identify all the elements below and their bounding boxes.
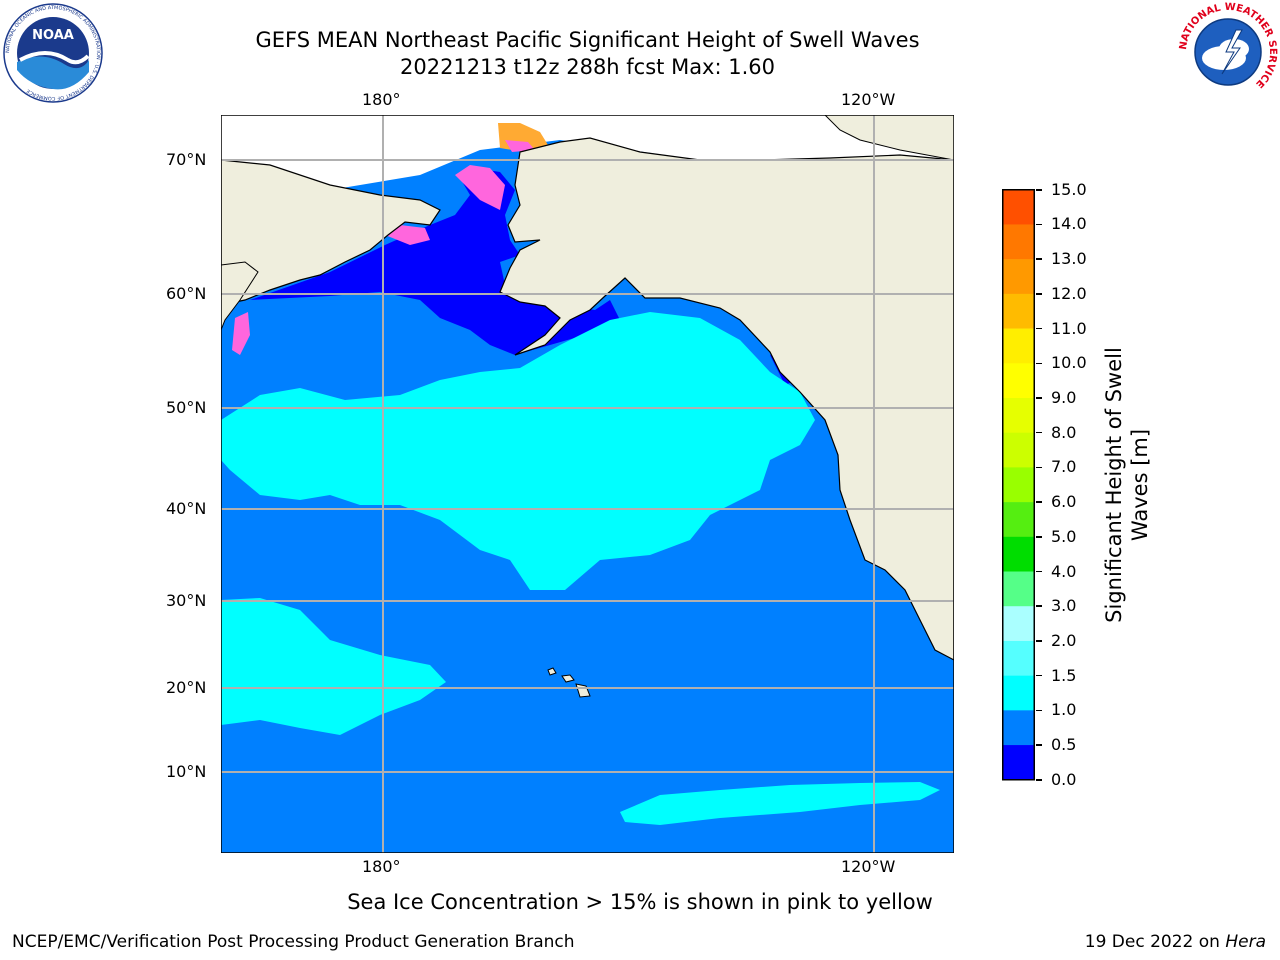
colorbar-cell: [1002, 328, 1035, 364]
colorbar-tick-label: 12.0: [1051, 283, 1087, 303]
low-swell-bering: [250, 168, 620, 355]
colorbar-tick-mark: [1036, 327, 1042, 330]
colorbar-tick-label: 11.0: [1051, 318, 1087, 338]
colorbar-tick-label: 10.0: [1051, 353, 1087, 373]
colorbar-cell: [1002, 710, 1035, 746]
swell-height-map: [221, 115, 954, 853]
colorbar-tick-label: 13.0: [1051, 249, 1087, 269]
footer-date: 19 Dec 2022 on Hera: [1085, 932, 1266, 952]
lon-label-top-180: 180°: [362, 90, 401, 109]
lat-label-20n: 20°N: [166, 678, 207, 697]
colorbar-cell: [1002, 571, 1035, 607]
lat-label-10n: 10°N: [166, 762, 207, 781]
noaa-logo-text: NOAA: [32, 28, 74, 43]
graticule: [221, 115, 954, 853]
cyan-swell-south: [620, 782, 940, 825]
colorbar-cell: [1002, 606, 1035, 642]
colorbar-cell: [1002, 467, 1035, 503]
colorbar-cell: [1002, 397, 1035, 433]
colorbar-tick-label: 3.0: [1051, 596, 1077, 616]
colorbar-tick-label: 0.0: [1051, 769, 1077, 789]
colorbar-tick-label: 6.0: [1051, 492, 1077, 512]
colorbar-tick-mark: [1036, 744, 1042, 746]
lat-label-70n: 70°N: [166, 150, 207, 169]
colorbar-tick-mark: [1036, 501, 1042, 503]
colorbar-tick-mark: [1036, 189, 1042, 191]
colorbar-tick-mark: [1036, 640, 1042, 642]
colorbar-tick-label: 8.0: [1051, 422, 1077, 442]
colorbar-tick-label: 1.5: [1051, 665, 1077, 685]
colorbar-tick-label: 9.0: [1051, 387, 1077, 407]
colorbar-tick-mark: [1036, 466, 1042, 469]
colorbar-tick-mark: [1036, 293, 1042, 295]
lon-label-top-120w: 120°W: [841, 90, 896, 109]
noaa-logo-icon: NOAA NATIONAL OCEANIC AND ATMOSPHERIC AD…: [3, 3, 103, 103]
lon-label-bottom-120w: 120°W: [841, 857, 896, 876]
colorbar-tick-label: 1.0: [1051, 700, 1077, 720]
colorbar-cell: [1002, 293, 1035, 329]
colorbar-cell: [1002, 640, 1035, 676]
sea-ice-caption: Sea Ice Concentration > 15% is shown in …: [347, 890, 933, 914]
land-kamchatka: [221, 261, 259, 331]
sea-ice-pink-3: [505, 140, 535, 152]
cyan-swell-north: [221, 312, 815, 590]
colorbar-cell: [1002, 536, 1035, 572]
colorbar-tick-label: 14.0: [1051, 214, 1087, 234]
colorbar-tick-mark: [1036, 362, 1042, 365]
lat-label-30n: 30°N: [166, 591, 207, 610]
nws-logo-icon: NATIONAL WEATHER SERVICE: [1178, 2, 1278, 100]
land-hawaii: [547, 667, 591, 698]
lat-label-40n: 40°N: [166, 499, 207, 518]
sea-ice-pink: [455, 165, 505, 210]
colorbar-tick-mark: [1036, 397, 1042, 399]
colorbar-cell: [1002, 189, 1035, 225]
colorbar-tick-mark: [1036, 536, 1042, 538]
colorbar-tick-label: 5.0: [1051, 526, 1077, 546]
colorbar-tick-label: 7.0: [1051, 457, 1077, 477]
footer-host: Hera: [1225, 932, 1266, 952]
colorbar-tick-mark: [1036, 570, 1042, 573]
colorbar-tick-mark: [1036, 605, 1042, 607]
colorbar-tick-mark: [1036, 258, 1042, 260]
colorbar-tick-label: 2.0: [1051, 630, 1077, 650]
lat-label-60n: 60°N: [166, 284, 207, 303]
colorbar-tick-mark: [1036, 223, 1042, 226]
colorbar-tick-mark: [1036, 709, 1042, 712]
colorbar-cell: [1002, 259, 1035, 295]
footer-branch: NCEP/EMC/Verification Post Processing Pr…: [12, 932, 575, 952]
colorbar-cell: [1002, 745, 1035, 781]
colorbar-label: Significant Height of Swell Waves [m]: [1102, 347, 1152, 623]
colorbar-cell: [1002, 675, 1035, 711]
colorbar-cell: [1002, 363, 1035, 399]
arctic-nodata: [221, 115, 954, 200]
lon-label-bottom-180: 180°: [362, 857, 401, 876]
colorbar-cell: [1002, 432, 1035, 468]
colorbar-tick-mark: [1036, 674, 1042, 677]
map-title: GEFS MEAN Northeast Pacific Significant …: [255, 28, 920, 52]
colorbar-cell: [1002, 502, 1035, 538]
cyan-swell-west: [221, 598, 446, 735]
sea-ice-pink-4: [232, 312, 250, 355]
colorbar-tick-label: 4.0: [1051, 561, 1077, 581]
colorbar-tick-label: 0.5: [1051, 735, 1077, 755]
land-arctic-islands: [824, 115, 954, 161]
lat-label-50n: 50°N: [166, 398, 207, 417]
map-subtitle: 20221213 t12z 288h fcst Max: 1.60: [400, 55, 775, 79]
colorbar-tick-mark: [1036, 779, 1042, 781]
colorbar-tick-mark: [1036, 431, 1042, 434]
footer-date-text: 19 Dec 2022 on: [1084, 932, 1226, 952]
colorbar-cell: [1002, 224, 1035, 260]
sea-ice-pink-2: [385, 225, 430, 245]
land-north-america: [499, 137, 954, 661]
colorbar: [1002, 189, 1035, 781]
colorbar-tick-label: 15.0: [1051, 179, 1087, 199]
